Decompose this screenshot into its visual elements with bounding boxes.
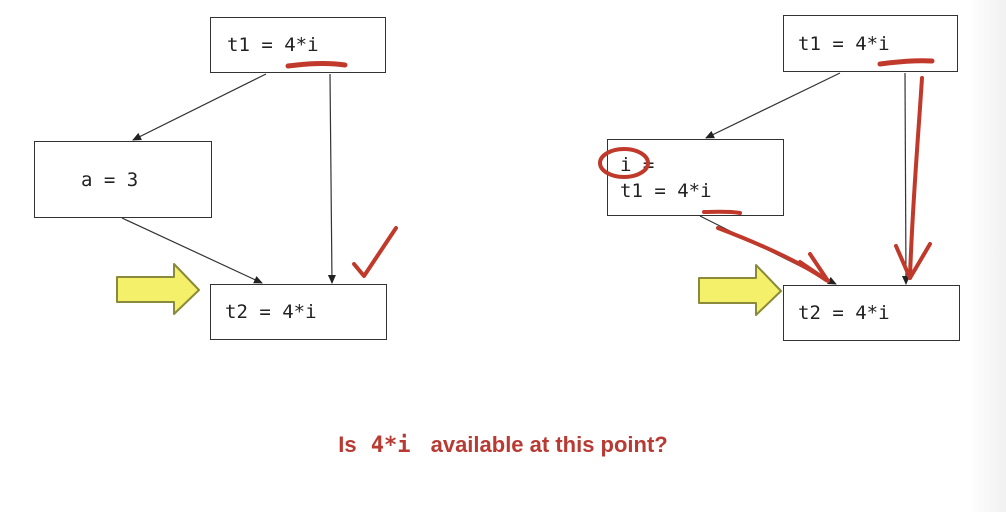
right-pointer-arrow <box>698 264 782 316</box>
question-caption: Is 4*i available at this point? <box>0 432 1006 458</box>
right-top-underline-annotation <box>877 58 935 67</box>
right-mid-node-line2: t1 = 4*i <box>620 179 712 202</box>
diagonal-arrowhead-annotation <box>798 252 830 283</box>
left-mid-node-text: a = 3 <box>81 168 139 191</box>
left-edge-mid-to-bottom <box>121 217 263 284</box>
right-top-node-text: t1 = 4*i <box>798 32 890 55</box>
circle-i-annotation <box>598 147 650 179</box>
left-underline-annotation <box>285 60 348 69</box>
left-pointer-arrow <box>116 263 200 315</box>
left-edge-top-to-mid <box>132 73 267 141</box>
edge-shadow <box>968 0 1006 512</box>
left-edge-top-to-bottom <box>327 73 336 284</box>
right-bottom-node: t2 = 4*i <box>783 285 960 341</box>
right-down-arrowhead-annotation <box>894 242 932 280</box>
left-top-node: t1 = 4*i <box>210 17 386 73</box>
right-mid-underline-annotation <box>702 209 742 215</box>
caption-suffix: available at this point? <box>430 432 668 457</box>
right-down-arrow-annotation <box>908 76 924 280</box>
right-edge-top-to-bottom <box>901 72 910 285</box>
left-bottom-node: t2 = 4*i <box>210 284 387 340</box>
checkmark-annotation <box>352 226 398 278</box>
right-edge-top-to-mid <box>705 72 841 139</box>
left-bottom-node-text: t2 = 4*i <box>225 301 317 323</box>
left-top-node-text: t1 = 4*i <box>227 34 319 56</box>
left-mid-node: a = 3 <box>34 141 212 218</box>
right-bottom-node-text: t2 = 4*i <box>798 302 890 324</box>
caption-code: 4*i <box>370 433 411 458</box>
caption-prefix: Is <box>338 432 357 457</box>
